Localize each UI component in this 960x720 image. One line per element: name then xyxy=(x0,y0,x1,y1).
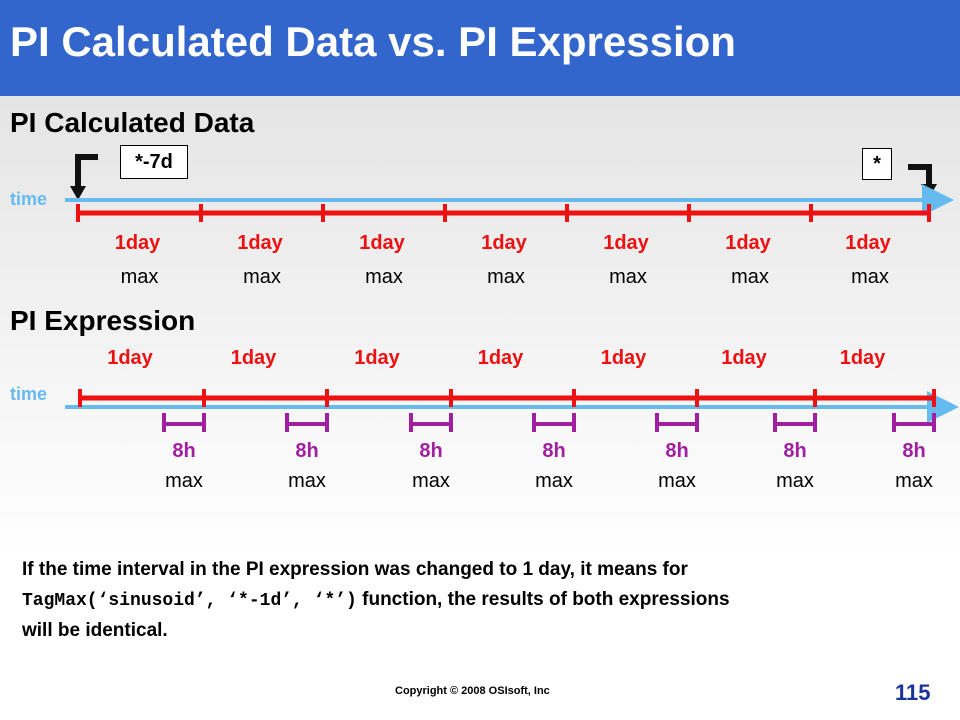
interval-func-max: max xyxy=(776,470,814,492)
interval-label-1day: 1day xyxy=(603,232,649,254)
interval-func-max: max xyxy=(731,266,769,288)
interval-label-1day: 1day xyxy=(839,347,886,369)
time-label-calculated: time xyxy=(10,189,48,209)
note-line-1: If the time interval in the PI expressio… xyxy=(22,559,688,580)
explanation-note: If the time interval in the PI expressio… xyxy=(22,555,942,646)
interval-label-1day: 1day xyxy=(477,347,524,369)
copyright-text: Copyright © 2008 OSIsoft, Inc xyxy=(395,685,550,697)
interval-label-1day: 1day xyxy=(230,347,277,369)
interval-func-max: max xyxy=(412,470,450,492)
interval-label-8h: 8h xyxy=(172,440,196,462)
interval-func-max: max xyxy=(658,470,696,492)
interval-label-1day: 1day xyxy=(114,232,161,254)
section-heading-calculated-data: PI Calculated Data xyxy=(10,107,255,138)
interval-label-8h: 8h xyxy=(902,440,926,462)
note-line-3: will be identical. xyxy=(22,620,168,641)
note-line-2: function, the results of both expression… xyxy=(356,589,730,610)
interval-label-1day: 1day xyxy=(107,347,153,369)
end-time-box: * xyxy=(862,148,892,180)
interval-label-1day: 1day xyxy=(721,347,767,369)
interval-label-1day: 1day xyxy=(600,347,647,369)
interval-func-max: max xyxy=(288,470,326,492)
note-code: TagMax(‘sinusoid’, ‘*-1d’, ‘*’) xyxy=(22,591,357,611)
interval-func-max: max xyxy=(243,266,281,288)
page-number: 115 xyxy=(895,680,931,705)
time-label-expression: time xyxy=(10,384,48,404)
interval-func-max: max xyxy=(609,266,647,288)
interval-func-max: max xyxy=(487,266,525,288)
interval-label-1day: 1day xyxy=(237,232,283,254)
interval-func-max: max xyxy=(895,470,933,492)
interval-func-max: max xyxy=(120,266,159,288)
start-bracket-icon xyxy=(70,154,98,200)
interval-label-1day: 1day xyxy=(725,232,771,254)
interval-func-max: max xyxy=(365,266,403,288)
interval-label-8h: 8h xyxy=(665,440,689,462)
start-time-box: *-7d xyxy=(120,145,188,179)
interval-label-8h: 8h xyxy=(419,440,443,462)
interval-label-8h: 8h xyxy=(295,440,319,462)
interval-func-max: max xyxy=(851,266,889,288)
interval-label-1day: 1day xyxy=(481,232,527,254)
title-bar: PI Calculated Data vs. PI Expression xyxy=(0,0,960,96)
interval-label-8h: 8h xyxy=(783,440,807,462)
section-heading-pi-expression: PI Expression xyxy=(10,305,196,336)
interval-func-max: max xyxy=(165,470,203,492)
interval-label-1day: 1day xyxy=(354,347,400,369)
interval-label-8h: 8h xyxy=(542,440,566,462)
end-bracket-icon xyxy=(908,164,937,198)
interval-func-max: max xyxy=(535,470,573,492)
interval-label-1day: 1day xyxy=(359,232,405,254)
interval-label-1day: 1day xyxy=(845,232,891,254)
slide-title: PI Calculated Data vs. PI Expression xyxy=(10,18,736,65)
